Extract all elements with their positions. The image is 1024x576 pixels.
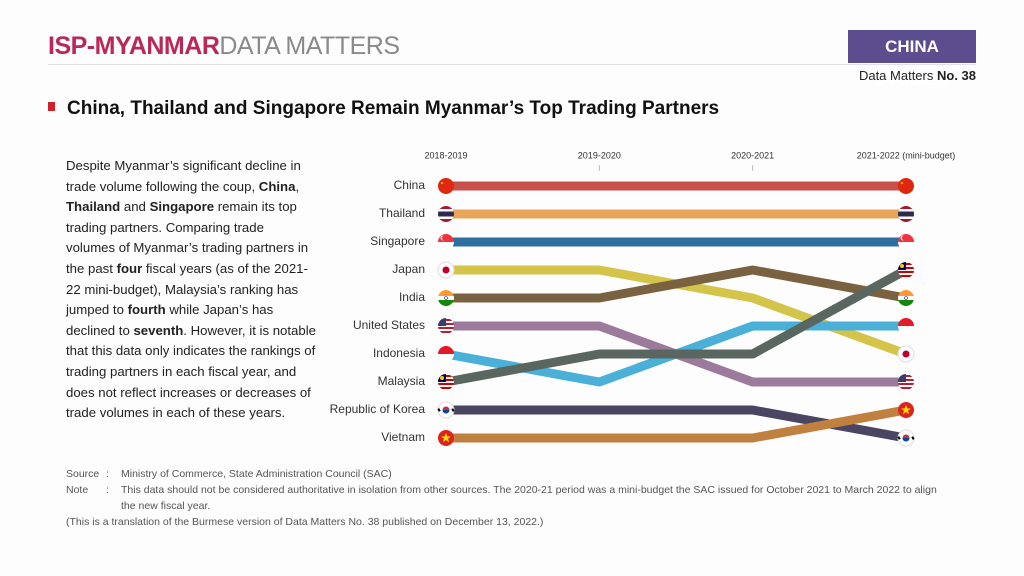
note-separator: : bbox=[106, 468, 109, 480]
flag bbox=[898, 178, 914, 194]
flag bbox=[898, 318, 914, 334]
note-label: Note bbox=[66, 484, 89, 496]
badge: CHINA STUDIES bbox=[848, 30, 976, 89]
paragraph-segment: , bbox=[295, 178, 300, 194]
flag bbox=[898, 206, 914, 222]
note-row: Note: This data should not be considered … bbox=[66, 482, 946, 514]
notes: Source: Ministry of Commerce, State Admin… bbox=[66, 466, 946, 530]
flag bbox=[438, 290, 454, 306]
flag bbox=[438, 178, 454, 194]
paragraph-segment: fourth bbox=[127, 302, 166, 318]
note-label: Source bbox=[66, 468, 100, 480]
series-line bbox=[441, 265, 911, 387]
flag bbox=[437, 261, 455, 279]
paragraph-segment: four bbox=[116, 260, 143, 276]
paragraph-segment: and bbox=[120, 199, 150, 215]
flag bbox=[438, 430, 454, 446]
brand: ISP-MYANMARDATA MATTERS bbox=[48, 32, 400, 61]
paragraph-segment: Thailand bbox=[66, 199, 121, 215]
paragraph-segment: Despite Myanmar’s significant decline in… bbox=[66, 158, 301, 194]
flag bbox=[898, 262, 914, 278]
flag bbox=[896, 429, 916, 447]
x-tick-label: 2021-2022 (mini-budget) bbox=[857, 150, 956, 160]
series-label: United States bbox=[353, 318, 425, 332]
flag bbox=[436, 401, 456, 419]
paragraph-segment: remain its top trading partners. Compari… bbox=[66, 199, 309, 276]
flag bbox=[438, 346, 454, 362]
flag bbox=[898, 234, 914, 250]
series-label: Singapore bbox=[370, 234, 425, 248]
issue-text: Data Matters bbox=[858, 68, 937, 83]
paragraph: Despite Myanmar’s significant decline in… bbox=[66, 156, 316, 424]
issue: Data Matters No. 38 bbox=[859, 68, 976, 83]
flag bbox=[438, 318, 454, 334]
chart-title: China, Thailand and Singapore Remain Mya… bbox=[48, 98, 719, 120]
note-separator: : bbox=[106, 484, 109, 496]
x-tick-label: 2019-2020 bbox=[578, 150, 621, 160]
series-label: India bbox=[399, 290, 425, 304]
x-tick-label: 2018-2019 bbox=[424, 150, 467, 160]
series-line bbox=[441, 405, 911, 443]
x-tick-label: 2020-2021 bbox=[731, 150, 774, 160]
flag bbox=[898, 374, 914, 390]
issue-number: No. 38 bbox=[936, 68, 976, 83]
paragraph-segment: China bbox=[258, 178, 296, 194]
note-row: Source: Ministry of Commerce, State Admin… bbox=[66, 466, 946, 482]
flag bbox=[438, 234, 454, 250]
flag bbox=[898, 402, 914, 418]
divider bbox=[48, 64, 976, 65]
flag bbox=[898, 290, 914, 306]
series-label: Vietnam bbox=[381, 430, 425, 444]
paragraph-segment: Singapore bbox=[149, 199, 215, 215]
series-line bbox=[441, 265, 911, 303]
series-label: Indonesia bbox=[373, 346, 425, 360]
paragraph-segment: while Japan’s has declined to bbox=[66, 302, 274, 338]
note-text: This data should not be considered autho… bbox=[121, 484, 937, 512]
paragraph-segment: fiscal years (as of the 2021-22 mini-bud… bbox=[66, 260, 308, 318]
brand-suffix: DATA MATTERS bbox=[219, 32, 400, 60]
series-label: Japan bbox=[392, 262, 425, 276]
note-text: Ministry of Commerce, State Administrati… bbox=[121, 468, 392, 480]
flag bbox=[897, 345, 915, 363]
series-label: Republic of Korea bbox=[330, 402, 426, 416]
flag bbox=[438, 206, 454, 222]
brand-name: ISP-MYANMAR bbox=[48, 32, 220, 60]
flag bbox=[438, 374, 454, 390]
series-label: Malaysia bbox=[378, 374, 426, 388]
footer-note: (This is a translation of the Burmese ve… bbox=[66, 516, 544, 528]
series-label: China bbox=[394, 178, 426, 192]
series-label: Thailand bbox=[379, 206, 425, 220]
paragraph-segment: seventh bbox=[133, 322, 184, 338]
paragraph-segment: . However, it is notable that this data … bbox=[66, 322, 316, 421]
